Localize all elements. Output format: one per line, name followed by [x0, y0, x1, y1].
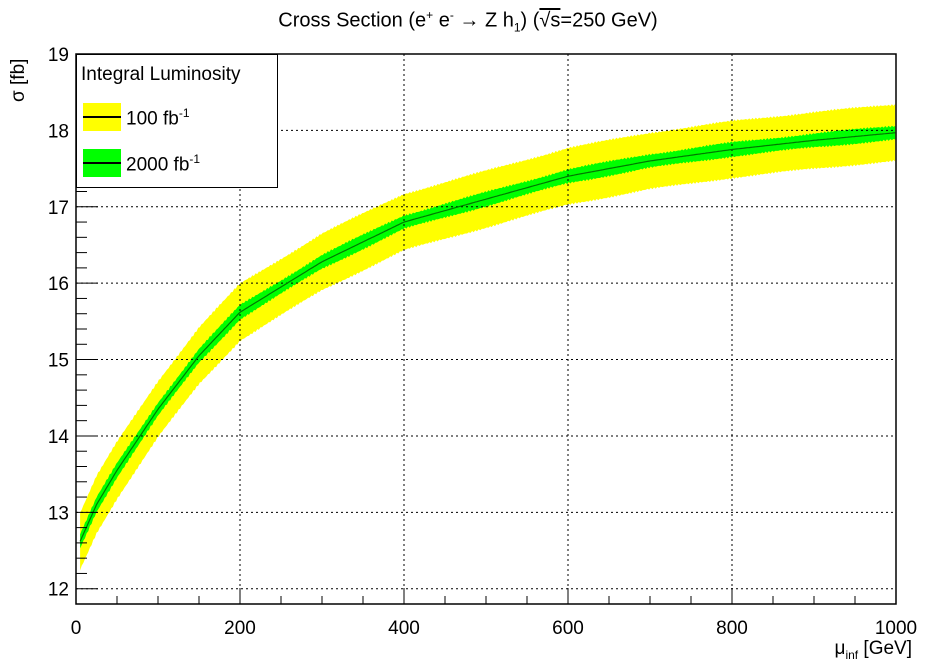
title-part: Cross Section (e [278, 9, 427, 32]
title-sub: 1 [513, 20, 521, 35]
y-tick-label: 19 [48, 45, 69, 66]
error-bands [80, 104, 896, 571]
x-tick-label: 400 [388, 618, 420, 639]
legend-label: 2000 fb-1 [126, 152, 200, 176]
x-tick-label: 0 [71, 618, 82, 639]
chart-title: Cross Section (e+ e- → Z h1) (√s=250 GeV… [0, 8, 936, 35]
title-part: e [433, 9, 450, 32]
x-axis-label: μinf [GeV] [835, 638, 913, 662]
y-tick-label: 16 [48, 274, 69, 295]
legend-swatch-yellow [83, 103, 121, 131]
axis-tick-labels: 0 200 400 600 800 1000 12 13 14 15 16 17 18 19 [48, 45, 917, 639]
x-axis-sub: inf [845, 647, 859, 662]
y-tick-label: 18 [48, 121, 69, 142]
legend-label-sup: -1 [189, 152, 201, 166]
title-part: ) ( [520, 9, 540, 32]
central-line-group [79, 132, 896, 542]
y-tick-label: 15 [48, 351, 69, 372]
x-axis-unit: [GeV] [858, 638, 912, 659]
x-tick-label: 200 [224, 618, 256, 639]
title-sqrt: √s [539, 9, 561, 32]
legend-label-sup: -1 [178, 106, 190, 120]
y-tick-label: 14 [48, 427, 70, 448]
y-axis-label-wrap: σ [fb] [4, 40, 34, 102]
central-line [79, 132, 896, 542]
legend-title: Integral Luminosity [81, 64, 241, 85]
title-sup: + [426, 8, 434, 22]
title-part: =250 GeV) [560, 9, 658, 32]
y-axis-label: σ [fb] [8, 58, 29, 102]
legend-swatch-green [83, 149, 121, 177]
title-part: → Z h [453, 9, 514, 32]
y-tick-label: 17 [48, 198, 69, 219]
title-sup: - [449, 8, 454, 22]
x-tick-label: 800 [716, 618, 748, 639]
x-tick-label: 1000 [875, 618, 917, 639]
legend-label: 100 fb-1 [126, 106, 190, 130]
legend-label-base: 100 fb [126, 108, 179, 130]
legend: Integral Luminosity 100 fb-1 2000 fb-1 [76, 54, 278, 188]
x-axis-symbol: μ [834, 638, 846, 659]
y-tick-label: 13 [48, 503, 69, 524]
y-tick-label: 12 [48, 580, 69, 601]
x-tick-label: 600 [552, 618, 584, 639]
legend-label-base: 2000 fb [126, 154, 190, 176]
